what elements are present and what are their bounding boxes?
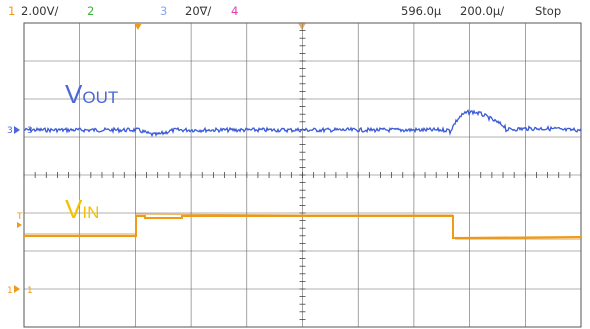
time-reference-marker xyxy=(298,23,306,30)
vin-label: VIN xyxy=(65,194,99,224)
ch2-number[interactable]: 2 xyxy=(87,4,95,18)
vout-label: VOUT xyxy=(65,79,118,109)
ch3-ground-marker[interactable]: 3 3 xyxy=(7,126,33,136)
ch1-scale[interactable]: 2.00V/ xyxy=(21,4,59,18)
svg-text:T: T xyxy=(16,212,23,222)
svg-text:3: 3 xyxy=(7,126,13,136)
svg-text:1: 1 xyxy=(7,286,13,296)
status-bar: 1 2.00V/ 2 3 20∇/ 4 596.0µ 200.0µ/ Stop xyxy=(0,0,590,22)
trigger-level-marker[interactable]: T xyxy=(16,212,23,228)
svg-text:1: 1 xyxy=(27,286,33,296)
ch3-scale[interactable]: 20∇/ xyxy=(185,4,212,18)
ch1-vin-trace xyxy=(24,215,582,240)
ch1-ground-marker[interactable]: 1 1 xyxy=(7,285,33,296)
time-offset[interactable]: 596.0µ xyxy=(401,4,442,18)
ch1-number[interactable]: 1 xyxy=(8,4,16,18)
ch1-vin-trace-shadow xyxy=(24,213,581,240)
trigger-position-marker[interactable] xyxy=(134,23,142,30)
svg-text:3: 3 xyxy=(27,126,33,136)
time-scale[interactable]: 200.0µ/ xyxy=(460,4,505,18)
ch3-vout-trace xyxy=(23,109,582,138)
ch4-number[interactable]: 4 xyxy=(231,4,239,18)
ch3-number[interactable]: 3 xyxy=(160,4,168,18)
run-state[interactable]: Stop xyxy=(535,4,562,18)
graticule-ticks xyxy=(23,22,582,320)
